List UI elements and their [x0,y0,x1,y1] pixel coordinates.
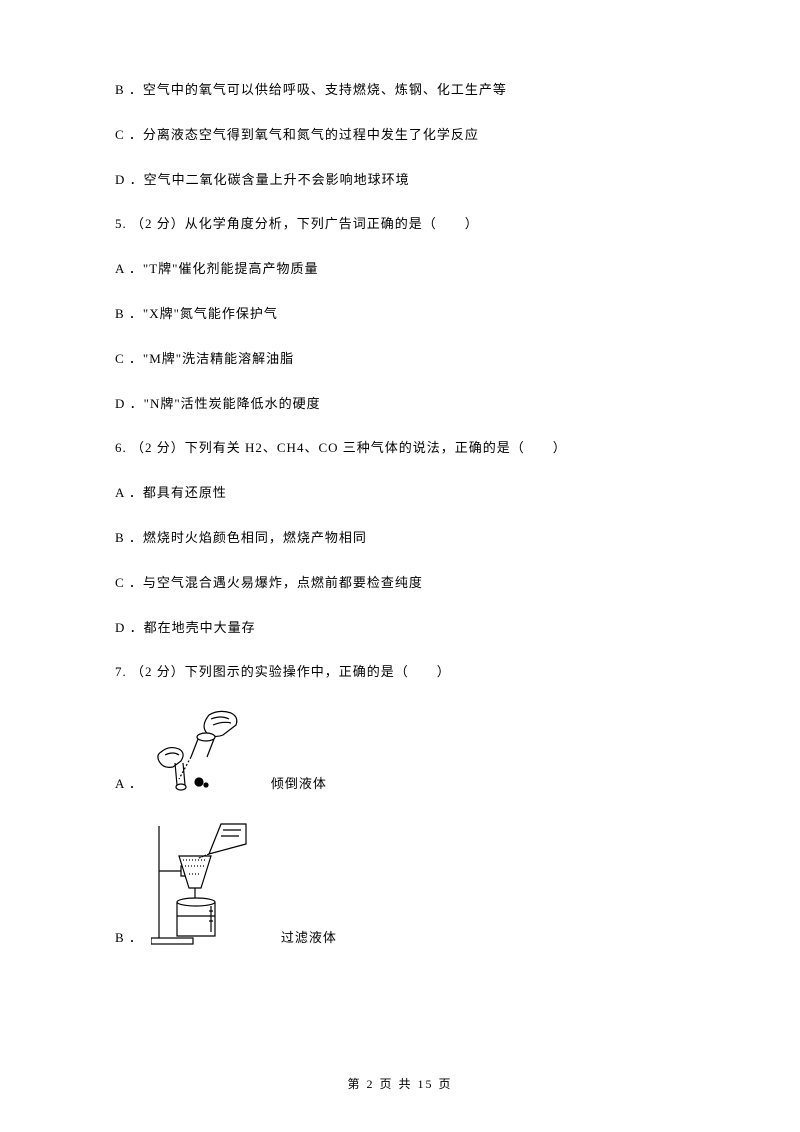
q5-stem: 5. （2 分）从化学角度分析，下列广告词正确的是（ ） [115,214,685,235]
q5-option-b: B ．"X牌"氮气能作保护气 [115,304,685,325]
q6-option-b: B ．燃烧时火焰颜色相同，燃烧产物相同 [115,528,685,549]
filtering-liquid-icon [151,816,261,946]
page-footer: 第 2 页 共 15 页 [0,1075,800,1092]
q6-option-c: C ．与空气混合遇火易爆炸，点燃前都要检查纯度 [115,573,685,594]
q6-option-d: D ．都在地壳中大量存 [115,618,685,639]
q4-option-d: D ．空气中二氧化碳含量上升不会影响地球环境 [115,170,685,191]
q7-stem: 7. （2 分）下列图示的实验操作中，正确的是（ ） [115,662,685,683]
q4-option-b: B ．空气中的氧气可以供给呼吸、支持燃烧、炼钢、化工生产等 [115,80,685,101]
q7-option-a-caption: 倾倒液体 [271,773,327,792]
q5-option-c: C ．"M牌"洗洁精能溶解油脂 [115,349,685,370]
q7-option-b: B ． [115,816,685,946]
q4-option-c: C ．分离液态空气得到氧气和氮气的过程中发生了化学反应 [115,125,685,146]
q7-option-a-label: A ． [115,773,143,792]
q7-option-a: A ． [115,707,685,792]
pouring-liquid-icon [151,707,251,792]
page-container: B ．空气中的氧气可以供给呼吸、支持燃烧、炼钢、化工生产等 C ．分离液态空气得… [0,0,800,1132]
q6-option-a: A ．都具有还原性 [115,483,685,504]
q6-stem: 6. （2 分）下列有关 H2、CH4、CO 三种气体的说法，正确的是（ ） [115,438,685,459]
q7-option-b-caption: 过滤液体 [281,927,337,946]
q7-option-b-label: B ． [115,927,143,946]
q5-option-a: A ．"T牌"催化剂能提高产物质量 [115,259,685,280]
q5-option-d: D ．"N牌"活性炭能降低水的硬度 [115,394,685,415]
